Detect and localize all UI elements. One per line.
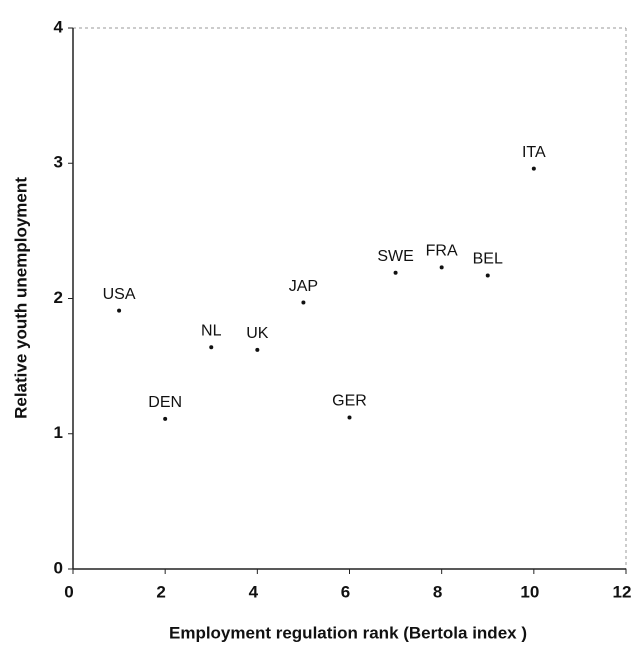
y-axis-title: Relative youth unemployment bbox=[11, 177, 30, 419]
y-tick-label: 1 bbox=[54, 423, 63, 442]
point bbox=[117, 308, 122, 313]
point bbox=[485, 273, 490, 278]
y-tick-label: 4 bbox=[54, 17, 64, 36]
y-tick-label: 3 bbox=[54, 153, 63, 172]
point-label: SWE bbox=[377, 248, 413, 265]
x-tick-label: 10 bbox=[520, 582, 539, 601]
y-tick-label: 0 bbox=[54, 558, 63, 577]
point-label: UK bbox=[246, 325, 269, 342]
x-tick-label: 2 bbox=[156, 582, 165, 601]
point bbox=[531, 166, 536, 171]
point bbox=[347, 415, 352, 420]
x-tick-label: 6 bbox=[341, 582, 350, 601]
point bbox=[393, 270, 398, 275]
point bbox=[301, 300, 306, 305]
point-label: JAP bbox=[289, 278, 318, 295]
point bbox=[439, 265, 444, 270]
point-label: ITA bbox=[522, 144, 546, 161]
x-tick-label: 4 bbox=[249, 582, 259, 601]
x-tick-label: 8 bbox=[433, 582, 442, 601]
point bbox=[163, 416, 168, 421]
point bbox=[209, 345, 214, 350]
point bbox=[255, 347, 260, 352]
point-label: BEL bbox=[473, 251, 503, 268]
point-label: DEN bbox=[148, 394, 182, 411]
point-label: NL bbox=[201, 322, 222, 339]
y-tick-label: 2 bbox=[54, 288, 63, 307]
x-tick-label: 0 bbox=[64, 582, 73, 601]
x-axis-title: Employment regulation rank (Bertola inde… bbox=[169, 623, 527, 642]
point-label: GER bbox=[332, 393, 367, 410]
point-label: USA bbox=[103, 286, 136, 303]
point-label: FRA bbox=[426, 243, 458, 260]
x-tick-label: 12 bbox=[613, 582, 632, 601]
